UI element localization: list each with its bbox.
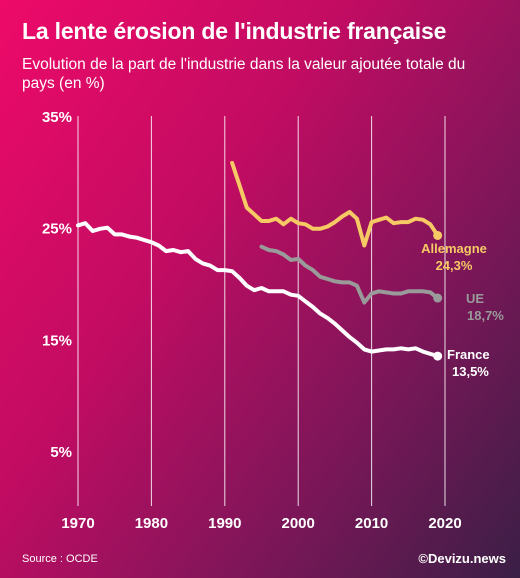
series-value-label: 18,7% (467, 308, 504, 323)
x-tick-label: 1990 (208, 515, 241, 532)
y-tick-label: 5% (50, 444, 72, 461)
source-note: Source : OCDE (22, 553, 98, 565)
x-tick-label: 2020 (428, 515, 461, 532)
x-tick-label: 1970 (61, 515, 94, 532)
x-tick-label: 2010 (355, 515, 388, 532)
series-label-ue: UE 18,7% (466, 291, 504, 323)
series-value-label: 24,3% (436, 258, 473, 273)
series-line-ue (259, 244, 440, 305)
series-name-label: Allemagne (421, 241, 487, 256)
y-tick-label: 35% (42, 109, 72, 126)
series-label-france: France 13,5% (447, 347, 490, 379)
series-end-point-allemagne (433, 230, 443, 240)
chart-subtitle: Evolution de la part de l'industrie dans… (22, 56, 466, 92)
grid-lines (77, 116, 446, 506)
series-name-label: UE (466, 291, 484, 306)
series-end-labels: France 13,5% UE 18,7% Allemagne 24,3% (421, 241, 504, 379)
y-tick-label: 25% (42, 221, 72, 238)
y-tick-labels: 35% 25% 15% 5% (42, 109, 72, 461)
series-line-allemagne (230, 160, 440, 248)
series-name-label: France (447, 347, 490, 362)
series-label-allemagne: Allemagne 24,3% (421, 241, 487, 273)
series-end-point-ue (433, 293, 443, 303)
credit-logo: ©Devizu.news (418, 551, 506, 566)
series-line-france (76, 221, 440, 359)
series-end-point-france (433, 351, 443, 361)
x-tick-label: 1980 (135, 515, 168, 532)
series-lines (76, 160, 443, 361)
x-tick-labels: 1970 1980 1990 2000 2010 2020 (61, 515, 461, 532)
y-tick-label: 15% (42, 332, 72, 349)
x-tick-label: 2000 (282, 515, 315, 532)
series-value-label: 13,5% (452, 364, 489, 379)
chart-title: La lente érosion de l'industrie français… (22, 18, 447, 44)
